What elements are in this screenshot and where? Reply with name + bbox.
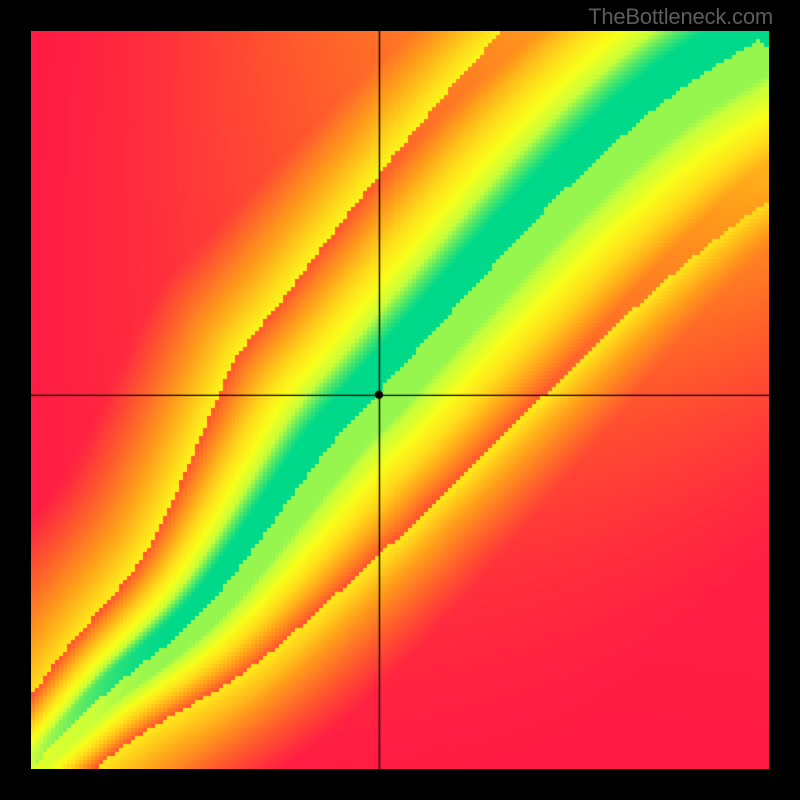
watermark-text: TheBottleneck.com — [588, 4, 773, 30]
bottleneck-heatmap — [31, 31, 769, 769]
